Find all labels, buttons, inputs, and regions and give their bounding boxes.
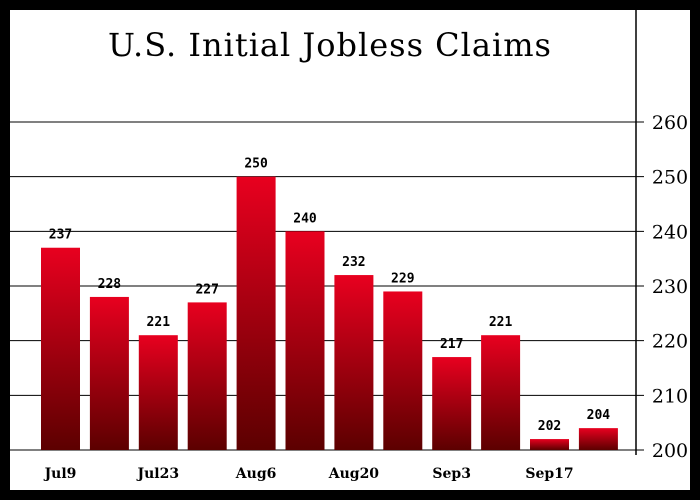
data-label: 250: [244, 157, 268, 172]
x-axis-ticks: Jul9 Jul23 Aug6 Aug20 Sep3 Sep17: [43, 466, 574, 482]
chart-title: U.S. Initial Jobless Claims: [108, 26, 552, 64]
x-axis-background: [10, 450, 636, 490]
y-tick-label: 220: [652, 331, 688, 353]
data-label: 227: [195, 282, 218, 297]
x-tick-label: Aug20: [328, 466, 380, 482]
bar: [89, 296, 129, 450]
data-label: 202: [538, 419, 561, 434]
data-label: 237: [49, 228, 72, 243]
y-tick-label: 200: [652, 440, 688, 462]
data-label: 221: [147, 315, 171, 330]
bars: [41, 176, 618, 450]
y-tick-label: 240: [652, 221, 688, 243]
y-tick-label: 260: [652, 112, 688, 134]
y-tick-label: 210: [652, 385, 688, 407]
bar: [578, 428, 618, 450]
x-tick-label: Jul23: [135, 466, 179, 482]
x-tick-label: Sep3: [432, 466, 471, 482]
bar: [334, 275, 374, 450]
x-tick-label: Sep17: [525, 466, 573, 482]
y-tick-label: 250: [652, 167, 688, 189]
data-label: 217: [440, 337, 463, 352]
bar: [41, 247, 80, 450]
data-label: 204: [587, 408, 611, 423]
bar: [530, 439, 569, 450]
x-tick-label: Jul9: [43, 466, 77, 482]
data-labels: 237 228 221 227 250 240 232 229 217 221 202 204: [49, 157, 611, 434]
bar: [187, 302, 227, 450]
data-label: 221: [489, 315, 513, 330]
bar: [481, 335, 521, 450]
bar: [285, 231, 325, 450]
y-axis-ticks: 200 210 220 230 240 250 260: [652, 112, 688, 462]
y-tick-label: 230: [652, 276, 688, 298]
axis-background: [636, 10, 690, 490]
bar: [383, 291, 423, 450]
x-tick-label: Aug6: [235, 466, 277, 482]
data-label: 232: [342, 255, 365, 270]
data-label: 228: [98, 277, 122, 292]
bar: [432, 357, 472, 450]
data-label: 240: [293, 211, 317, 226]
data-label: 229: [391, 271, 414, 286]
bar: [138, 335, 178, 450]
bar: [236, 176, 276, 450]
